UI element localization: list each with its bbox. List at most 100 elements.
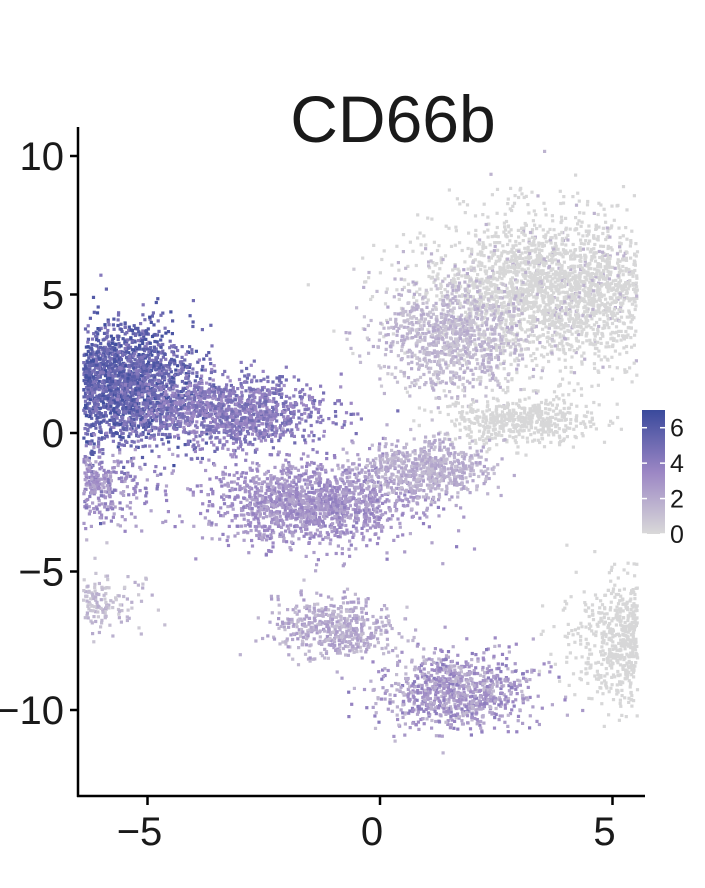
cell-point — [550, 321, 554, 325]
cell-point — [487, 408, 491, 412]
cell-point — [490, 328, 494, 332]
cell-point — [539, 259, 543, 263]
cell-point — [467, 405, 471, 409]
cell-point — [551, 219, 555, 223]
cell-point — [447, 226, 451, 230]
cell-point — [209, 362, 213, 366]
cell-point — [158, 350, 162, 354]
cell-point — [409, 316, 413, 320]
cell-point — [631, 283, 635, 287]
cell-point — [487, 345, 492, 349]
cell-point — [152, 388, 156, 392]
cell-point — [532, 284, 536, 288]
cell-point — [566, 238, 570, 242]
cell-point — [588, 261, 592, 266]
cell-point — [561, 344, 565, 348]
cell-point — [558, 369, 562, 373]
cell-point — [417, 327, 421, 331]
cell-point — [514, 323, 518, 328]
cell-point — [418, 319, 422, 324]
cell-point — [408, 331, 412, 335]
cell-point — [573, 274, 578, 278]
cell-point — [503, 228, 508, 232]
cell-point — [479, 261, 483, 265]
cell-point — [589, 424, 593, 429]
cell-point — [511, 262, 515, 266]
cell-point — [118, 419, 122, 423]
cell-point — [513, 321, 517, 325]
cell-point — [117, 373, 121, 377]
cell-point — [465, 411, 469, 415]
cell-point — [473, 333, 477, 337]
cell-point — [91, 391, 95, 395]
cell-point — [192, 448, 196, 452]
cell-point — [506, 308, 510, 312]
cell-point — [574, 173, 578, 177]
cell-point — [547, 427, 551, 431]
cell-point — [391, 332, 395, 336]
cell-point — [498, 385, 502, 389]
cell-point — [608, 270, 612, 274]
cell-point — [618, 268, 622, 272]
cell-point — [517, 418, 521, 422]
cell-point — [549, 428, 553, 432]
cell-point — [596, 327, 600, 332]
cell-point — [465, 331, 469, 335]
cell-point — [594, 226, 599, 231]
cell-point — [434, 341, 438, 345]
cell-point — [524, 250, 528, 254]
cell-point — [498, 338, 502, 342]
cell-point — [469, 265, 473, 269]
cell-point — [506, 417, 510, 421]
cell-point — [464, 361, 469, 365]
cell-point — [422, 372, 426, 377]
cell-point — [415, 328, 419, 332]
cell-point — [561, 290, 565, 294]
cell-point — [621, 309, 625, 313]
cell-point — [384, 290, 388, 294]
cell-point — [484, 311, 488, 315]
cell-point — [430, 217, 434, 221]
cell-point — [439, 312, 443, 316]
cell-point — [425, 312, 429, 316]
cell-point — [573, 248, 577, 252]
cell-point — [502, 249, 506, 253]
cell-point — [635, 373, 639, 377]
cell-point — [617, 270, 621, 274]
cell-point — [574, 304, 578, 308]
cell-point — [599, 244, 603, 248]
cell-point — [549, 440, 553, 444]
cell-point — [161, 342, 165, 347]
cell-point — [435, 352, 440, 356]
cell-point — [613, 349, 617, 353]
cell-point — [625, 251, 629, 255]
cell-point — [485, 269, 489, 273]
cell-point — [482, 413, 486, 417]
cell-point — [125, 394, 130, 398]
cell-point — [378, 271, 382, 275]
cell-point — [523, 288, 527, 292]
cell-point — [625, 350, 629, 355]
cell-point — [532, 319, 536, 324]
cell-point — [455, 301, 460, 305]
cell-point — [607, 326, 611, 330]
cell-point — [536, 255, 540, 259]
cell-point — [469, 276, 473, 280]
cell-point — [468, 319, 472, 323]
cell-point — [176, 364, 180, 368]
cell-point — [444, 360, 448, 364]
cell-point — [574, 336, 578, 341]
cell-point — [615, 252, 620, 256]
cell-point — [552, 398, 556, 402]
cell-point — [493, 431, 497, 436]
cell-point — [143, 444, 147, 448]
cell-point — [456, 315, 460, 319]
cell-point — [555, 344, 559, 348]
cell-point — [522, 229, 526, 233]
cell-point — [599, 341, 603, 345]
cell-point — [493, 329, 497, 333]
cell-point — [101, 353, 105, 357]
cell-point — [609, 246, 613, 250]
cell-point — [344, 331, 348, 335]
cell-point — [383, 353, 388, 357]
